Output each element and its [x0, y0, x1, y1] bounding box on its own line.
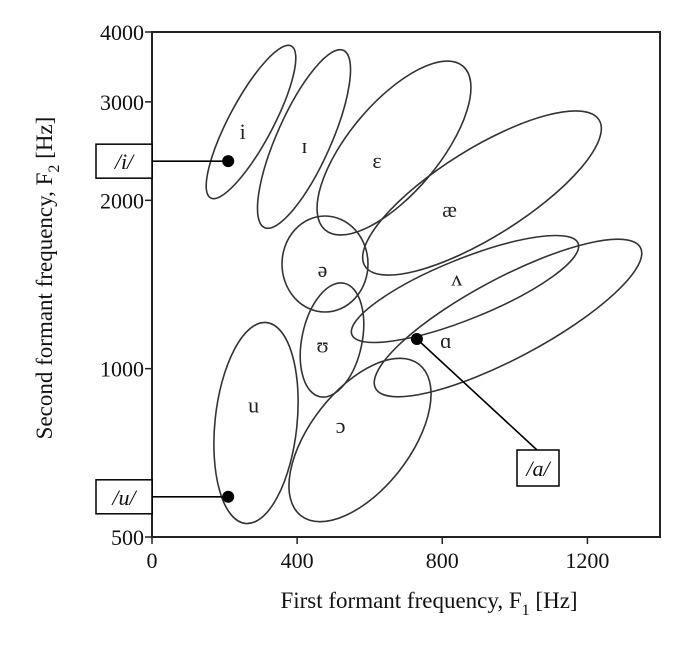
x-tick-label: 400 — [281, 548, 314, 573]
vowel-label: æ — [442, 197, 457, 222]
y-axis: 500 1000 2000 3000 4000 — [100, 20, 152, 550]
x-tick-label: 1200 — [565, 548, 609, 573]
region-i — [205, 44, 297, 200]
vowel-label: ɪ — [301, 133, 307, 158]
region-u — [213, 321, 299, 525]
y-axis-label: Second formant frequency, F2 [Hz] — [32, 117, 63, 440]
callout-box — [95, 479, 153, 515]
region-ʌ — [350, 234, 580, 344]
plot-frame — [151, 31, 661, 538]
callout-leader — [416, 338, 538, 451]
x-axis-label: First formant frequency, F1 [Hz] — [280, 588, 577, 619]
callout-label: /u/ — [110, 485, 137, 510]
vowel-labels: i ɪ ɛ æ ə ʌ ʊ ɑ u ɔ — [240, 119, 463, 438]
region-æ — [361, 110, 603, 276]
marked-points: /i/ /u/ /a/ — [95, 143, 560, 515]
x-tick-label: 0 — [147, 548, 158, 573]
vowel-regions — [205, 44, 643, 525]
vowel-label: ə — [318, 257, 328, 282]
vowel-label: ɔ — [336, 413, 346, 438]
vowel-label: ʊ — [317, 333, 329, 358]
region-ɛ — [316, 60, 472, 236]
vowel-label: ʌ — [451, 265, 462, 290]
vowel-label: ɛ — [372, 148, 381, 173]
x-axis: 0 400 800 1200 — [147, 537, 609, 573]
y-tick-label: 500 — [111, 525, 144, 550]
x-tick-label: 800 — [426, 548, 459, 573]
vowel-label: ɑ — [440, 328, 452, 353]
region-ɑ — [373, 238, 643, 398]
callout-box — [95, 143, 153, 179]
y-tick-label: 3000 — [100, 90, 144, 115]
y-tick-label: 1000 — [100, 357, 144, 382]
region-ɔ — [288, 357, 432, 523]
callout-box — [516, 449, 560, 487]
y-tick-label: 4000 — [100, 20, 144, 45]
region-ɪ — [256, 48, 352, 230]
region-ə — [281, 215, 369, 313]
y-tick-label: 2000 — [100, 188, 144, 213]
vowel-label: i — [240, 119, 246, 144]
callout-label: /i/ — [113, 149, 135, 174]
vowel-label: u — [248, 392, 259, 417]
callout-label: /a/ — [524, 456, 551, 481]
region-ʊ — [299, 282, 365, 398]
